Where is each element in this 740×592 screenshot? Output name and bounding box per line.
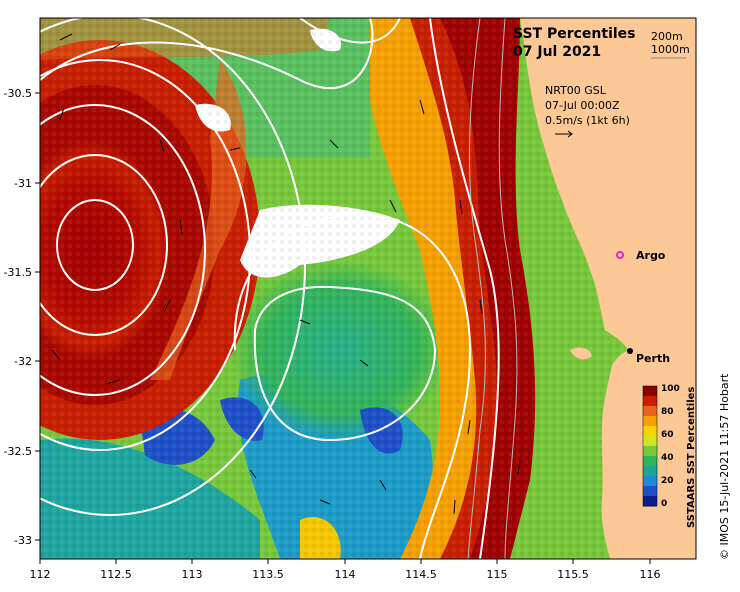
x-axis: 112 112.5 113 113.5 114 114.5 115 115.5 … xyxy=(30,559,661,581)
y-tick-label: -33 xyxy=(14,534,32,547)
y-axis: -30.5 -31 -31.5 -32 -32.5 -33 xyxy=(4,87,40,547)
y-tick-label: -31 xyxy=(14,177,32,190)
perth-label: Perth xyxy=(636,352,670,365)
current-time: 07-Jul 00:00Z xyxy=(545,99,620,112)
depth-1000m-label: 1000m xyxy=(651,43,690,56)
perth-marker: Perth xyxy=(627,348,670,365)
colorbar-swatch xyxy=(643,496,657,507)
copyright-notice: © IMOS 15-Jul-2021 11:57 Hobart xyxy=(718,373,731,560)
depth-legend: 200m 1000m xyxy=(651,30,690,59)
y-tick-label: -31.5 xyxy=(4,266,32,279)
depth-200m-label: 200m xyxy=(651,30,683,43)
colorbar-swatch xyxy=(643,406,657,417)
argo-float-icon xyxy=(616,251,624,259)
colorbar: 100 80 60 40 20 0 SSTAARS SST Percentile… xyxy=(642,384,697,528)
x-tick-label: 114.5 xyxy=(405,568,437,581)
colorbar-swatch xyxy=(643,476,657,487)
x-tick-label: 113 xyxy=(182,568,203,581)
x-tick-label: 112.5 xyxy=(100,568,132,581)
y-tick-label: -30.5 xyxy=(4,87,32,100)
x-tick-label: 112 xyxy=(30,568,51,581)
current-vectors xyxy=(51,33,521,515)
x-tick-label: 115.5 xyxy=(557,568,589,581)
colorbar-title: SSTAARS SST Percentiles xyxy=(686,387,697,528)
colorbar-swatch xyxy=(643,416,657,427)
colorbar-tick: 80 xyxy=(661,407,674,417)
colorbar-swatch xyxy=(643,466,657,477)
colorbar-tick: 0 xyxy=(661,499,667,509)
x-tick-label: 113.5 xyxy=(252,568,284,581)
colorbar-tick: 40 xyxy=(661,453,674,463)
x-tick-label: 114 xyxy=(335,568,356,581)
colorbar-swatch xyxy=(643,486,657,497)
colorbar-swatch xyxy=(643,446,657,457)
current-info: NRT00 GSL 07-Jul 00:00Z 0.5m/s (1kt 6h) xyxy=(545,84,630,138)
x-tick-label: 116 xyxy=(640,568,661,581)
colorbar-swatch xyxy=(643,396,657,407)
city-dot-icon xyxy=(627,348,633,354)
argo-label: Argo xyxy=(636,249,666,262)
colorbar-tick: 60 xyxy=(661,430,674,440)
bathymetry-contours xyxy=(467,18,518,559)
x-tick-label: 115 xyxy=(487,568,508,581)
map-date: 07 Jul 2021 xyxy=(513,44,601,60)
y-tick-label: -32.5 xyxy=(4,445,32,458)
y-tick-label: -32 xyxy=(14,355,32,368)
colorbar-swatch xyxy=(643,386,657,397)
current-source: NRT00 GSL xyxy=(545,84,607,97)
current-scale: 0.5m/s (1kt 6h) xyxy=(545,114,630,127)
map-title: SST Percentiles xyxy=(513,26,636,42)
colorbar-swatch xyxy=(643,426,657,437)
colorbar-tick: 100 xyxy=(661,384,680,394)
colorbar-swatch xyxy=(643,436,657,447)
plot-frame xyxy=(39,17,697,560)
colorbar-tick: 20 xyxy=(661,476,674,486)
ssh-contours xyxy=(40,18,500,559)
colorbar-swatch xyxy=(643,456,657,467)
argo-marker: Argo xyxy=(616,249,666,262)
